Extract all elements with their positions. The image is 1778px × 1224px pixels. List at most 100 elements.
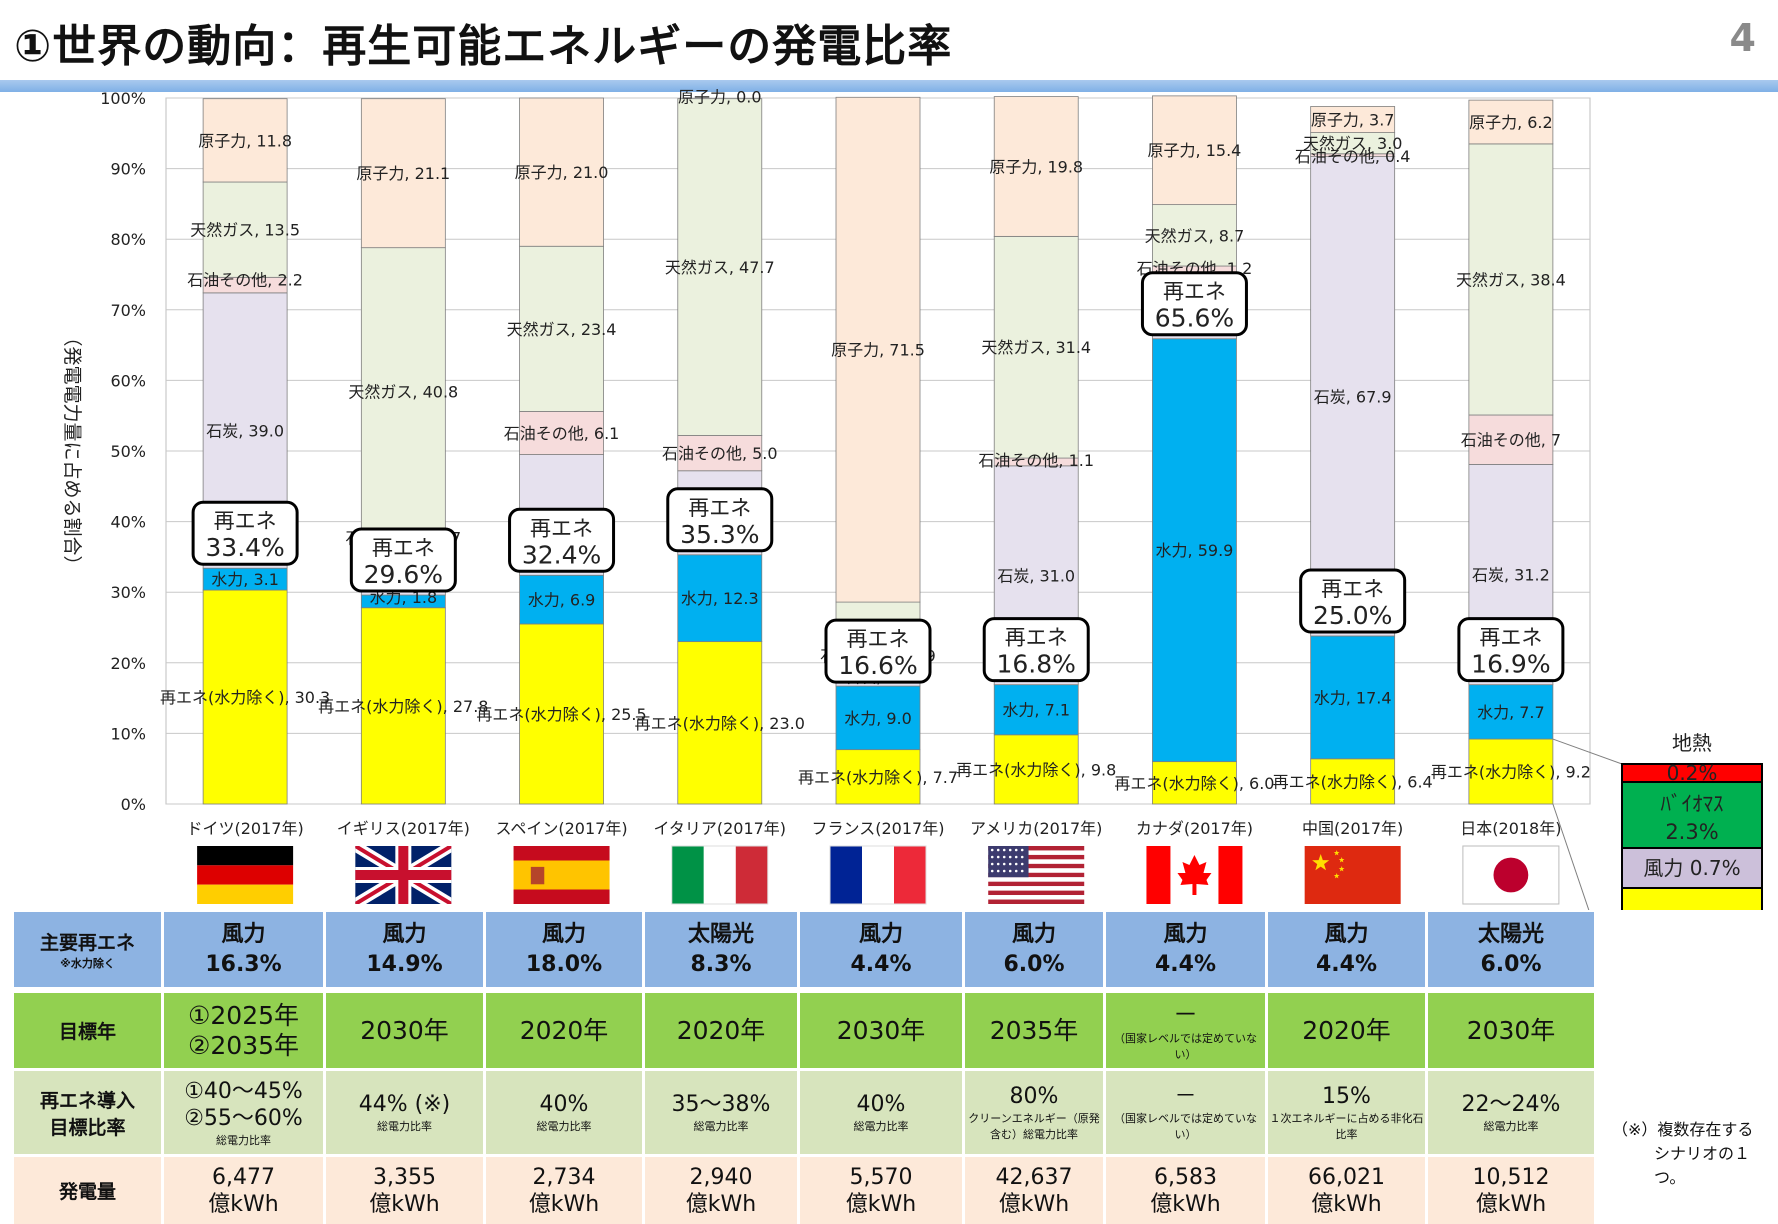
cell-text: １次エネルギーに占める非化石比率 [1269, 1112, 1424, 1141]
cell-text: 16.3% [205, 951, 282, 977]
callout-value: 16.9% [1471, 650, 1550, 679]
china-flag [1304, 846, 1401, 904]
data-label: 石油その他, 0.4 [1295, 147, 1411, 166]
table-cell: 太陽光 6.0% [1428, 912, 1594, 987]
bar-segment-hydro [1310, 635, 1396, 760]
data-label: 石炭, 39.0 [206, 422, 284, 441]
cell-text: 総電力比率 [693, 1120, 749, 1133]
category-labels: ドイツ(2017年) イギリス(2017年) スペイン(2017年) イタリア(201… [187, 819, 1562, 838]
table-cell: 2,734 億kWh [486, 1157, 642, 1224]
cell-text: 22～24% [1461, 1092, 1561, 1117]
cell-text: 42,637 [995, 1164, 1073, 1190]
callout-title: 再エネ [1479, 626, 1542, 650]
bar-segment-gas [519, 245, 604, 412]
table-cell: 2020年 [1268, 993, 1425, 1068]
data-label: 水力, 1.8 [370, 588, 438, 607]
cell-text: 3,355 [373, 1164, 436, 1190]
callout-value: 25.0% [1313, 601, 1392, 630]
data-label: 石油その他, 5.0 [662, 444, 778, 463]
callout-box [349, 527, 457, 593]
page-title: ①世界の動向：再生可能エネルギーの発電比率 [14, 21, 953, 72]
data-label: 石炭, 67.9 [1314, 387, 1392, 406]
bar-segment-nuclear [1152, 95, 1237, 206]
table-cell: 2035年 [965, 993, 1103, 1068]
table-cell: 40% 総電力比率 [800, 1071, 962, 1154]
bar-segment-re_ex_hydro [519, 623, 604, 805]
callout-box [508, 507, 616, 573]
france-flag [829, 845, 927, 905]
cell-text: 総電力比率 [853, 1120, 909, 1133]
footnote-line: シナリオの１つ。 [1654, 1144, 1751, 1187]
data-label: 再エネ(水力除く), 9.8 [956, 760, 1116, 779]
y-tick-label: 90% [110, 160, 146, 179]
bar-segment-hydro [1468, 684, 1554, 740]
data-label: 水力, 12.3 [681, 589, 759, 608]
cell-text: （国家レベルでは定めていない） [1114, 1112, 1257, 1141]
data-label: 石油その他, 6.1 [504, 424, 620, 443]
breakdown-segment [1621, 847, 1763, 889]
table-cell: 66,021 億kWh [1268, 1157, 1425, 1224]
y-axis-ticks: 0% 10% 20% 30% 40% 50% 60% 70% 80% 90% 100% [100, 89, 146, 814]
bar-segment-nuclear [993, 96, 1079, 237]
data-label: 水力, 59.9 [1156, 541, 1234, 560]
cell-text: 億kWh [685, 1191, 757, 1217]
table-cell: 風力 4.4% [1268, 912, 1425, 987]
cell-text: 2030年 [1466, 1015, 1556, 1045]
category-label: イタリア(2017年) [653, 819, 786, 838]
data-label: 天然ガス, 13.5 [190, 221, 300, 240]
y-tick-label: 40% [110, 513, 146, 532]
data-label: 原子力, 11.8 [198, 131, 292, 150]
connector-line [1552, 738, 1623, 765]
callout-box [1299, 568, 1407, 634]
bar-segment-re_ex_hydro [202, 589, 288, 805]
bar-segment-nuclear [202, 98, 288, 183]
callout-value: 29.6% [364, 560, 443, 589]
cell-text: 再エネ導入 [39, 1089, 135, 1112]
cell-text: 4.4% [850, 951, 912, 977]
data-label: 天然ガス, 38.4 [1456, 270, 1566, 289]
cell-text: 10,512 [1472, 1164, 1550, 1190]
bar-segment-hydro [993, 684, 1079, 736]
data-label: 再エネ(水力除く), 23.0 [635, 714, 805, 733]
table-cell: 風力 14.9% [326, 912, 483, 987]
y-tick-label: 50% [110, 442, 146, 461]
cell-text: 40% [856, 1092, 906, 1117]
cell-text: 風力 [1011, 921, 1056, 947]
canada-flag [1146, 846, 1243, 904]
table-cell: 太陽光 8.3% [645, 912, 797, 987]
table-cell: 10,512 億kWh [1428, 1157, 1594, 1224]
cell-text: 8.3% [690, 951, 752, 977]
cell-text: 億kWh [998, 1191, 1070, 1217]
callout-title: 再エネ [214, 509, 277, 533]
cell-text: 66,021 [1308, 1164, 1385, 1190]
cell-text: 2,734 [532, 1164, 596, 1190]
footnote-line: （※）複数存在する [1612, 1120, 1754, 1139]
bar-segment-gas [677, 98, 763, 436]
cell-text: 2020年 [1302, 1015, 1391, 1045]
y-axis-label: （発電電力量に占める割合） [61, 327, 83, 574]
table-cell: 40% 総電力比率 [486, 1071, 642, 1154]
footnote: （※）複数存在する シナリオの１つ。 [1612, 1118, 1778, 1190]
cell-text: 億kWh [1150, 1191, 1221, 1217]
cell-text: 主要再エネ [39, 932, 135, 954]
bar-segment-re_ex_hydro [1468, 738, 1554, 805]
table-cell: 再エネ導入 目標比率 [14, 1071, 161, 1154]
bar-segment-gas [202, 181, 288, 278]
cell-text: 風力 [541, 921, 586, 947]
breakdown-segment [1621, 887, 1763, 910]
cell-text: 2030年 [360, 1015, 449, 1045]
data-label: 原子力, 15.4 [1148, 141, 1242, 160]
cell-text: ※水力除く [60, 957, 115, 970]
callout-value: 33.4% [205, 533, 284, 562]
callout-box [1457, 617, 1565, 683]
stacked-bar-chart: 0% 10% 20% 30% 40% 50% 60% 70% 80% 90% 100% （発電電力量… [61, 88, 1763, 910]
category-label: フランス(2017年) [812, 819, 945, 838]
y-tick-label: 20% [110, 654, 146, 673]
callout-title: 再エネ [847, 627, 910, 651]
flags [197, 845, 1560, 905]
data-label: 天然ガス, 47.7 [665, 258, 775, 277]
callout-box [1140, 271, 1248, 337]
category-label: スペイン(2017年) [496, 819, 628, 838]
